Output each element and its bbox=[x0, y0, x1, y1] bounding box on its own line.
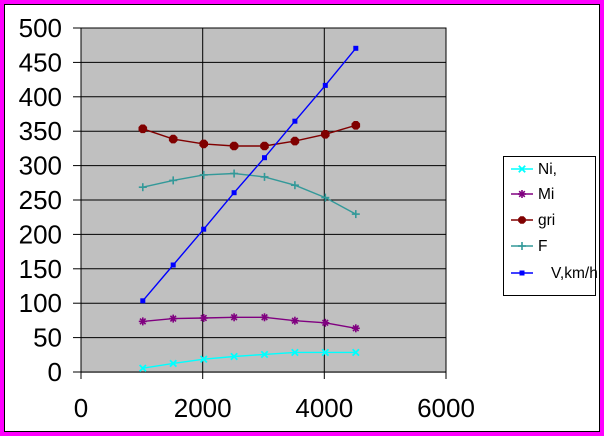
svg-text:4000: 4000 bbox=[295, 393, 353, 423]
svg-text:0: 0 bbox=[74, 393, 88, 423]
svg-text:0: 0 bbox=[48, 357, 62, 387]
svg-text:500: 500 bbox=[19, 13, 62, 43]
svg-text:150: 150 bbox=[19, 254, 62, 284]
svg-text:V,km/h: V,km/h bbox=[551, 265, 598, 282]
svg-text:Mi: Mi bbox=[538, 186, 554, 203]
svg-text:350: 350 bbox=[19, 116, 62, 146]
svg-text:2000: 2000 bbox=[174, 393, 232, 423]
svg-text:400: 400 bbox=[19, 82, 62, 112]
svg-text:6000: 6000 bbox=[417, 393, 475, 423]
svg-text:50: 50 bbox=[33, 323, 62, 353]
svg-text:100: 100 bbox=[19, 288, 62, 318]
svg-text:200: 200 bbox=[19, 219, 62, 249]
svg-text:Ni,: Ni, bbox=[538, 161, 557, 178]
svg-text:300: 300 bbox=[19, 151, 62, 181]
svg-text:450: 450 bbox=[19, 47, 62, 77]
svg-text:gri: gri bbox=[538, 212, 555, 229]
svg-text:250: 250 bbox=[19, 185, 62, 215]
svg-text:F: F bbox=[538, 238, 547, 255]
